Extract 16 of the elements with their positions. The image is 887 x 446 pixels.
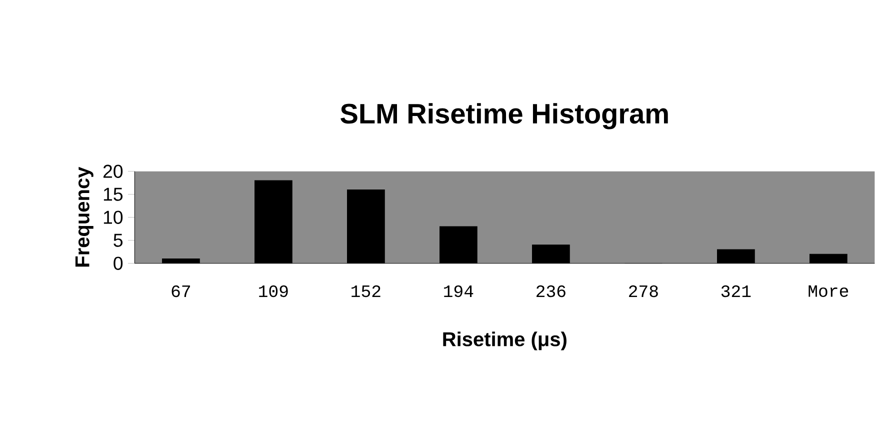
x-tick-label: 278 [629, 285, 658, 298]
y-axis-title: Frequency [75, 166, 94, 267]
x-axis-title: Risetime (μs) [443, 332, 566, 350]
x-tick-label: 236 [536, 285, 566, 298]
x-tick-label: More [808, 285, 848, 297]
x-tick-label: 194 [444, 285, 474, 298]
x-tick-label: 67 [172, 285, 190, 298]
y-tick-label: 0 [114, 256, 123, 270]
y-tick-label: 10 [104, 210, 123, 224]
x-tick-label: 321 [721, 285, 751, 298]
y-tick-label: 5 [114, 234, 123, 247]
y-tick-label: 15 [104, 188, 123, 201]
x-tick-label: 109 [259, 285, 288, 298]
chart-title: SLM Risetime Histogram [340, 103, 668, 130]
y-tick-label: 20 [103, 164, 123, 178]
x-tick-label: 152 [352, 285, 380, 298]
